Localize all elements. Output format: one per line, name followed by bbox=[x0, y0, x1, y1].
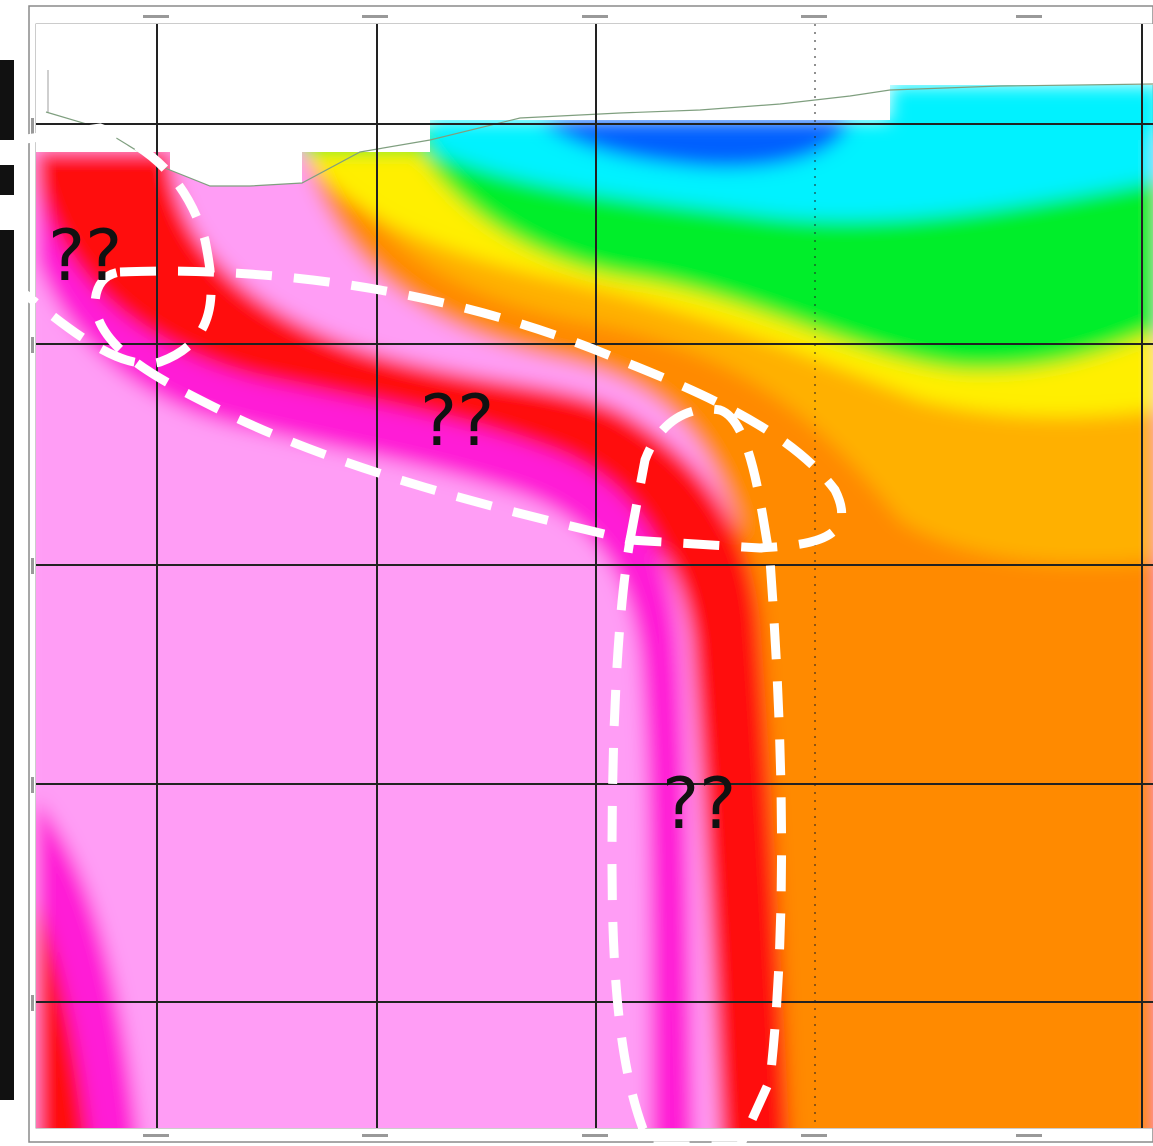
left-axis-ticks bbox=[31, 118, 34, 1011]
left-edge-marks bbox=[0, 60, 14, 1100]
bottom-axis-ticks bbox=[143, 1134, 1042, 1137]
outline-vertical-zone bbox=[607, 404, 787, 1146]
question-label-lower: ?? bbox=[662, 763, 736, 845]
outline-horizontal-zone bbox=[90, 266, 846, 553]
color-zone-red bbox=[36, 150, 789, 1128]
air-above-topography bbox=[36, 24, 1153, 186]
grid-lines bbox=[36, 24, 1153, 1128]
annotation-outlines bbox=[15, 123, 846, 1146]
color-zone-blue bbox=[540, 120, 850, 168]
color-zone-ll-red bbox=[36, 900, 88, 1128]
outline-upper-left-loop bbox=[15, 123, 216, 368]
top-axis-ticks bbox=[143, 15, 1042, 18]
topography-line bbox=[45, 83, 1153, 187]
question-label-upper-left: ?? bbox=[48, 215, 122, 297]
question-label-center: ?? bbox=[420, 380, 494, 462]
resistivity-color-field bbox=[36, 24, 1153, 1128]
